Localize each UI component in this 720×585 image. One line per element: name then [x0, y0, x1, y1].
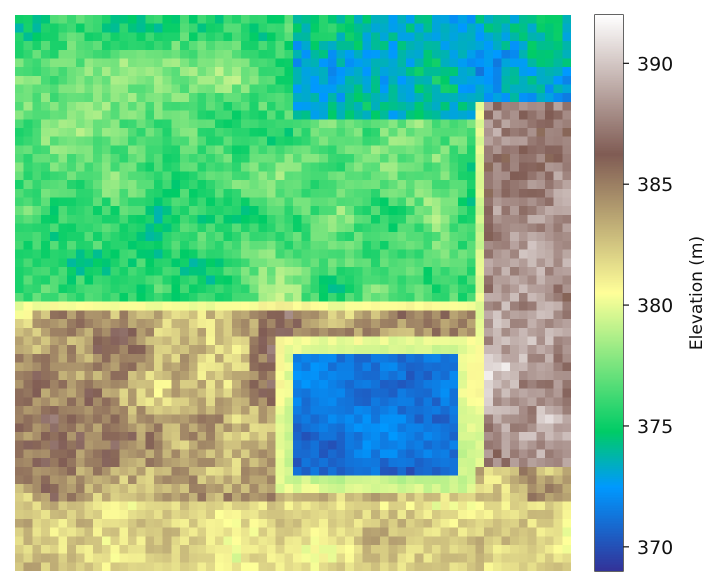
colorbar-label: Elevation (m)	[687, 236, 707, 350]
elevation-heatmap	[15, 15, 571, 571]
colorbar-tick-label: 375	[637, 416, 673, 438]
colorbar-ticks: 370 375 380 385 390	[623, 53, 673, 559]
colorbar-tick-label: 390	[637, 53, 673, 75]
colorbar-tick-label: 380	[637, 295, 673, 317]
colorbar-tick-label: 370	[637, 537, 673, 559]
colorbar-gradient	[595, 15, 623, 571]
colorbar-tick-label: 385	[637, 174, 673, 196]
